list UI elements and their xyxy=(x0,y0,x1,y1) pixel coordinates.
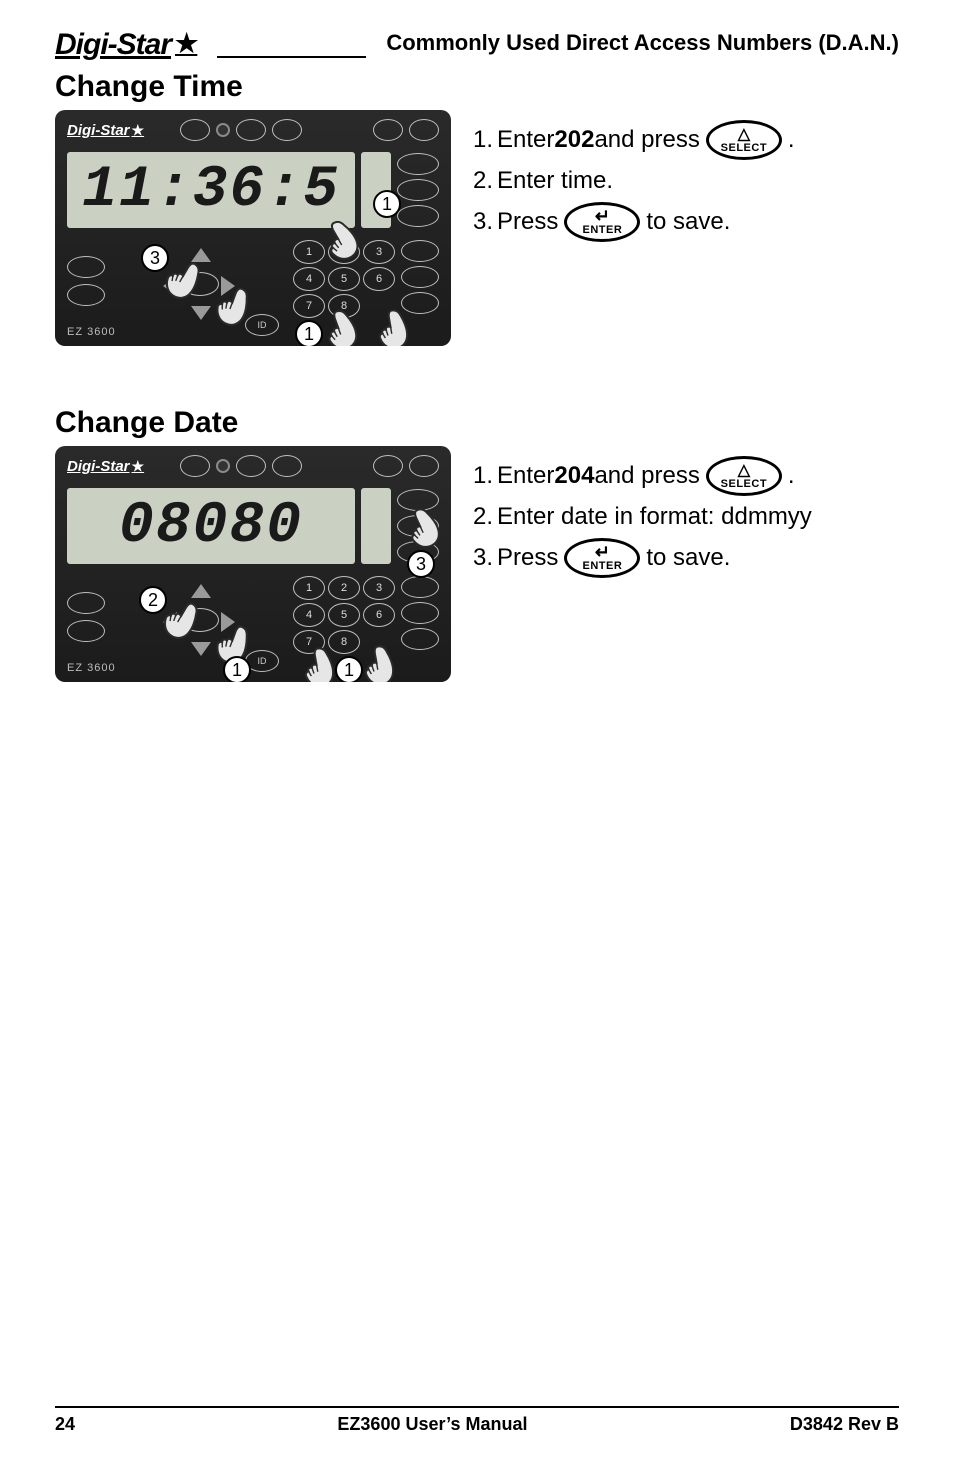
callout-bubble: 1 xyxy=(373,190,401,218)
power-icon xyxy=(409,455,439,477)
section-row: Digi-Star★11:36:512345678IDEZ 36001311.E… xyxy=(55,110,899,346)
top-icon xyxy=(180,119,210,141)
section-title: Change Date xyxy=(55,406,899,440)
instruction-step: 1.Enter 204 and press △SELECT. xyxy=(473,456,812,497)
section-row: Digi-Star★0808012345678IDEZ 360032111.En… xyxy=(55,446,899,682)
keypad-key: 6 xyxy=(363,603,395,627)
device-brand: Digi-Star★ xyxy=(67,458,144,475)
function-button xyxy=(401,628,439,650)
instruction-list: 1.Enter 202 and press △SELECT.2.Enter ti… xyxy=(473,110,795,242)
separator-dot xyxy=(216,123,230,137)
keypad-key: 5 xyxy=(328,267,360,291)
top-icon xyxy=(236,455,266,477)
callout-bubble: 3 xyxy=(141,244,169,272)
top-icon xyxy=(236,119,266,141)
brand-text: Digi-Star xyxy=(55,28,171,62)
power-icon xyxy=(373,455,403,477)
enter-button-icon: ↵ENTER xyxy=(564,202,640,242)
function-button xyxy=(401,576,439,598)
callout-bubble: 3 xyxy=(407,550,435,578)
instruction-step: 1.Enter 202 and press △SELECT. xyxy=(473,120,795,161)
brand-logo: Digi-Star ★ xyxy=(55,28,197,62)
callout-bubble: 1 xyxy=(335,656,363,682)
callout-bubble: 1 xyxy=(223,656,251,682)
keypad-key: 3 xyxy=(363,576,395,600)
lcd-unit-panel xyxy=(361,488,391,564)
device-model: EZ 3600 xyxy=(67,326,116,338)
keypad-key: 1 xyxy=(293,576,325,600)
header-rule xyxy=(217,56,366,58)
function-button xyxy=(401,266,439,288)
select-button-icon: △SELECT xyxy=(706,456,782,496)
section-title: Change Time xyxy=(55,70,899,104)
select-button-icon: △SELECT xyxy=(706,120,782,160)
star-icon: ★ xyxy=(175,28,197,59)
instruction-step: 2.Enter time. xyxy=(473,161,795,202)
pointer-hand-icon xyxy=(358,641,407,682)
callout-bubble: 1 xyxy=(295,320,323,346)
lcd-display: 08080 xyxy=(67,488,355,564)
top-icon xyxy=(180,455,210,477)
instruction-step: 2.Enter date in format: ddmmyy xyxy=(473,497,812,538)
top-icon xyxy=(272,119,302,141)
enter-button-icon: ↵ENTER xyxy=(564,538,640,578)
footer-center: EZ3600 User’s Manual xyxy=(337,1414,527,1435)
keypad-key: 4 xyxy=(293,267,325,291)
left-button xyxy=(67,592,105,614)
device-panel: Digi-Star★0808012345678IDEZ 36003211 xyxy=(55,446,451,682)
device-model: EZ 3600 xyxy=(67,662,116,674)
keypad-key: 1 xyxy=(293,240,325,264)
power-icon xyxy=(409,119,439,141)
page-header-title: Commonly Used Direct Access Numbers (D.A… xyxy=(386,30,899,56)
callout-bubble: 2 xyxy=(139,586,167,614)
power-icon xyxy=(373,119,403,141)
keypad-key: 2 xyxy=(328,576,360,600)
left-button xyxy=(67,620,105,642)
footer-page: 24 xyxy=(55,1414,75,1435)
function-button xyxy=(401,240,439,262)
instruction-step: 3.Press ↵ENTER to save. xyxy=(473,202,795,243)
instruction-step: 3.Press ↵ENTER to save. xyxy=(473,538,812,579)
side-button xyxy=(397,153,439,175)
device-brand: Digi-Star★ xyxy=(67,122,144,139)
side-button xyxy=(397,179,439,201)
left-button xyxy=(67,256,105,278)
page-footer: 24 EZ3600 User’s Manual D3842 Rev B xyxy=(55,1406,899,1435)
function-button xyxy=(401,602,439,624)
top-icon xyxy=(272,455,302,477)
keypad-key: 6 xyxy=(363,267,395,291)
left-button xyxy=(67,284,105,306)
pointer-hand-icon xyxy=(372,305,421,346)
lcd-display: 11:36:5 xyxy=(67,152,355,228)
keypad-key: 5 xyxy=(328,603,360,627)
device-panel: Digi-Star★11:36:512345678IDEZ 3600131 xyxy=(55,110,451,346)
instruction-list: 1.Enter 204 and press △SELECT.2.Enter da… xyxy=(473,446,812,578)
side-button xyxy=(397,205,439,227)
footer-right: D3842 Rev B xyxy=(790,1414,899,1435)
separator-dot xyxy=(216,459,230,473)
keypad-key: 4 xyxy=(293,603,325,627)
